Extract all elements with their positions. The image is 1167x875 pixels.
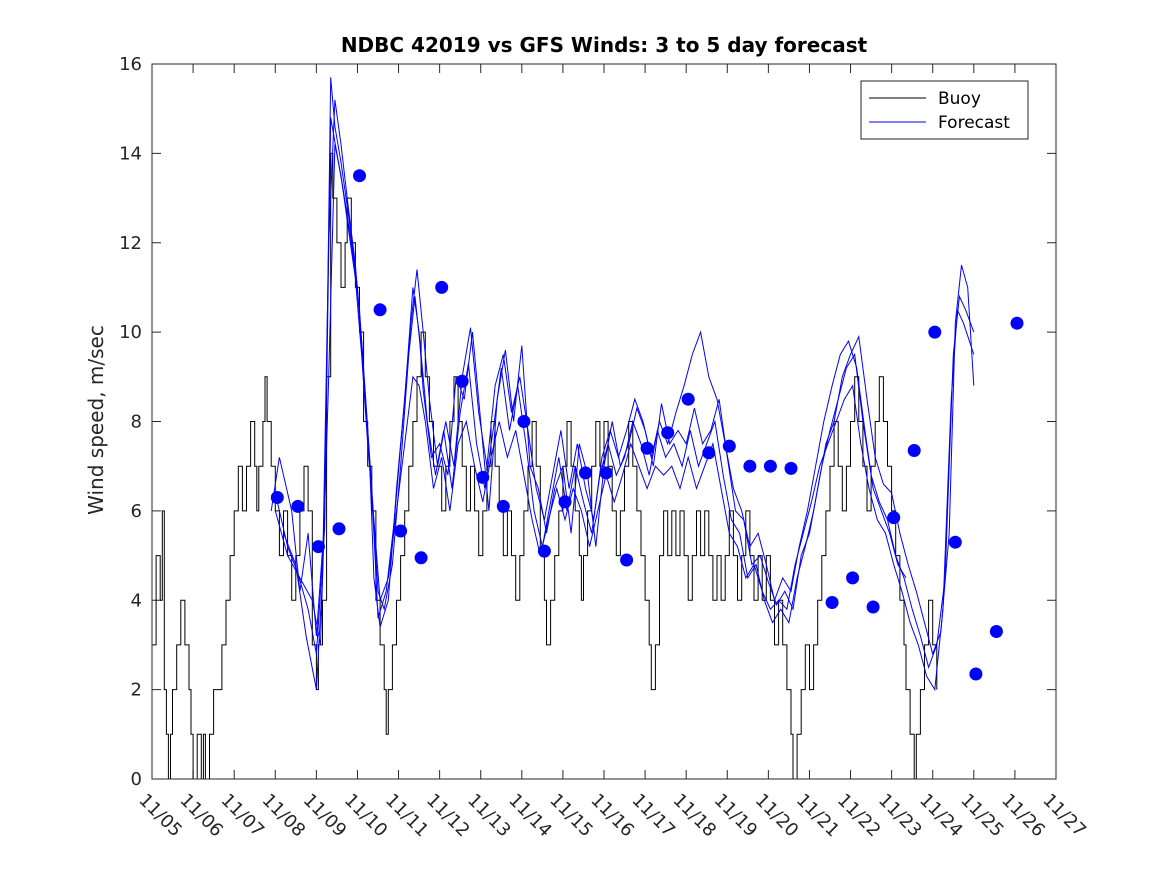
forecast-marker [702, 446, 716, 460]
x-tick-label: 11/20 [751, 790, 803, 842]
y-axis-label: Wind speed, m/sec [84, 325, 108, 515]
x-tick-label: 11/21 [792, 790, 844, 842]
x-tick-label: 11/10 [340, 790, 392, 842]
series-layer [152, 77, 975, 780]
y-tick-labels: 0 2 4 6 8 10 12 14 16 [119, 54, 142, 790]
forecast-marker [455, 374, 469, 388]
x-tick-label: 11/19 [710, 790, 762, 842]
legend-box [860, 80, 1029, 140]
forecast-marker [722, 439, 736, 453]
x-tick-label: 11/06 [176, 790, 228, 842]
x-tick-label: 11/23 [874, 790, 926, 842]
forecast-marker [537, 544, 551, 558]
forecast-marker [496, 499, 510, 513]
forecast-marker [743, 459, 757, 473]
forecast-marker [825, 596, 839, 609]
y-tick-label: 0 [131, 769, 142, 790]
plot-border [151, 63, 1057, 780]
forecast-series-line-1 [270, 77, 975, 656]
forecast-marker [373, 303, 387, 317]
forecast-marker [332, 522, 346, 536]
forecast-marker [661, 426, 675, 440]
forecast-marker [969, 667, 983, 681]
forecast-marker [517, 415, 531, 428]
forecast-marker [270, 491, 284, 504]
forecast-series-line-2 [274, 117, 975, 669]
forecast-marker [948, 535, 962, 549]
forecast-marker [620, 553, 634, 567]
x-tick-label: 11/05 [134, 790, 186, 842]
buoy-series-line [152, 152, 938, 780]
x-tick-label: 11/13 [463, 790, 515, 842]
legend-forecast-label: Forecast [938, 113, 1010, 133]
forecast-marker [907, 444, 921, 457]
x-tick-label: 11/26 [997, 790, 1049, 842]
forecast-marker [887, 511, 901, 525]
y-tick-label: 6 [131, 501, 142, 522]
x-tick-label: 11/25 [956, 790, 1008, 842]
x-tick-label: 11/24 [915, 790, 967, 842]
x-tick-label: 11/17 [628, 790, 680, 842]
forecast-marker [435, 280, 449, 294]
y-tick-label: 14 [119, 143, 142, 164]
forecast-marker [599, 466, 613, 480]
y-tick-label: 4 [131, 590, 142, 611]
y-tick-label: 16 [119, 54, 142, 75]
x-tick-label: 11/08 [258, 790, 310, 842]
x-tick-label: 11/22 [833, 790, 885, 842]
y-tick-label: 10 [119, 322, 142, 343]
forecast-marker [353, 169, 366, 183]
x-tick-label: 11/07 [217, 790, 269, 842]
marker-layer [270, 169, 1024, 681]
forecast-marker [846, 571, 860, 585]
forecast-marker [394, 524, 408, 538]
x-tick-label: 11/18 [669, 790, 721, 842]
forecast-marker [784, 461, 798, 475]
forecast-marker [928, 325, 942, 339]
x-tick-label: 11/11 [381, 790, 433, 842]
x-tick-label: 11/12 [422, 790, 474, 842]
forecast-marker [414, 551, 428, 565]
chart-title: NDBC 42019 vs GFS Winds: 3 to 5 day fore… [341, 33, 868, 57]
x-tick-labels: 11/0511/0611/0711/0811/0911/1011/1111/12… [134, 790, 1090, 842]
x-tick-label: 11/16 [586, 790, 638, 842]
forecast-marker [558, 495, 572, 509]
forecast-series-line-3 [283, 99, 907, 690]
x-tick-label: 11/27 [1038, 790, 1090, 842]
forecast-series-line-4 [274, 144, 975, 692]
x-tick-label: 11/14 [504, 790, 556, 842]
forecast-marker [763, 459, 777, 473]
legend-buoy-label: Buoy [938, 89, 981, 109]
forecast-marker [989, 625, 1003, 638]
x-tick-label: 11/15 [545, 790, 597, 842]
y-tick-label: 2 [131, 680, 142, 701]
forecast-marker [311, 540, 325, 554]
x-tick-label: 11/09 [299, 790, 351, 842]
forecast-marker [291, 499, 305, 513]
forecast-marker [640, 441, 654, 455]
y-tick-label: 12 [119, 233, 142, 254]
forecast-marker [1010, 316, 1024, 330]
forecast-marker [579, 466, 592, 480]
y-tick-label: 8 [131, 412, 142, 433]
forecast-marker [681, 392, 695, 406]
forecast-marker [866, 600, 880, 614]
forecast-marker [476, 470, 490, 484]
legend: Buoy Forecast [860, 80, 1029, 140]
